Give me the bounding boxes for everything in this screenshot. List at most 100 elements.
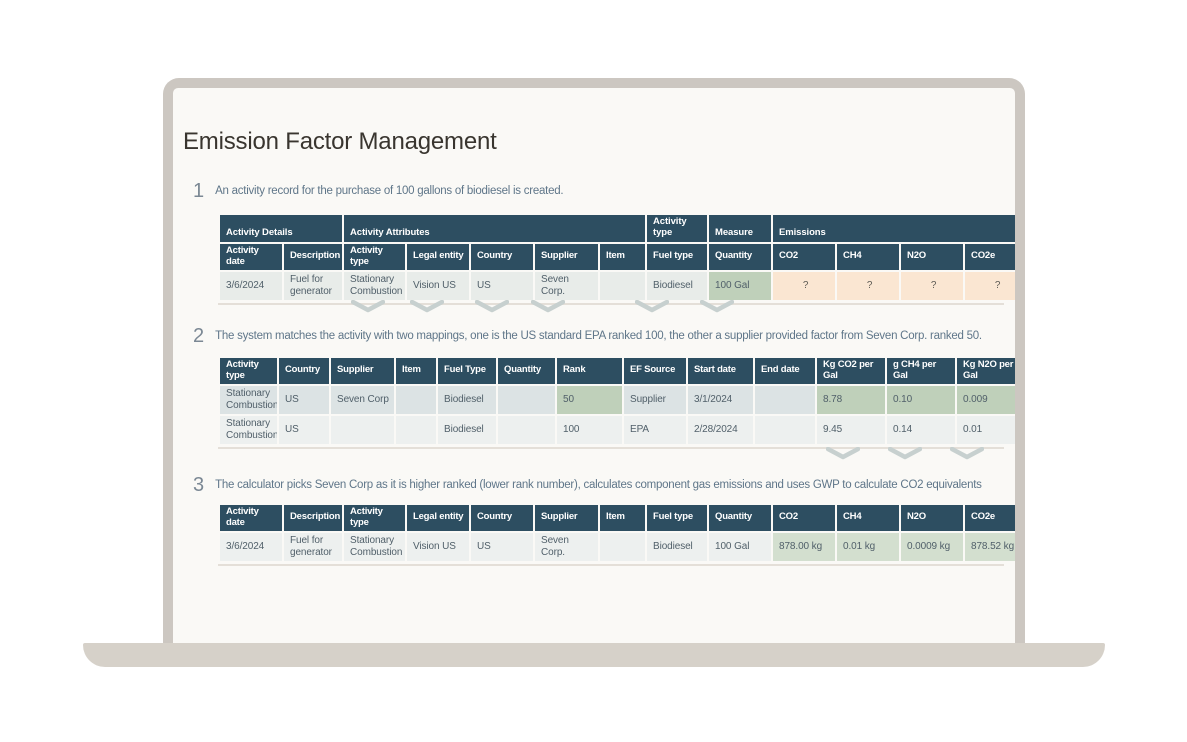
data-cell: Vision US — [407, 271, 470, 300]
chevron-down-icon — [410, 300, 444, 313]
data-cell: 9.45 — [817, 415, 885, 444]
col-header: Fuel type — [647, 505, 707, 531]
data-cell: Vision US — [407, 532, 469, 561]
activity-record-table: Activity Details Activity Attributes Act… — [218, 213, 1015, 302]
emission-result-cell: 878.52 kg — [965, 532, 1015, 561]
table-row: 3/6/2024 Fuel for generator Stationary C… — [220, 532, 1015, 561]
col-header: Supplier — [535, 243, 599, 270]
calculated-emissions-table-wrapper: Activity date Description Activity type … — [218, 503, 1015, 566]
step-1-text: An activity record for the purchase of 1… — [215, 185, 564, 197]
step-2-text: The system matches the activity with two… — [215, 330, 982, 342]
chevron-down-icon — [351, 300, 385, 313]
col-header: N2O — [901, 243, 964, 270]
data-cell: Seven Corp. — [535, 532, 598, 561]
chevron-down-icon — [475, 300, 509, 313]
data-cell — [755, 415, 815, 444]
emission-unknown-cell: ? — [773, 271, 836, 300]
page-title: Emission Factor Management — [183, 128, 497, 155]
data-cell — [600, 271, 646, 300]
data-cell: EPA — [624, 415, 686, 444]
col-header: CO2e — [965, 505, 1015, 531]
column-header-row: Activity date Description Activity type … — [220, 505, 1015, 531]
col-header: Supplier — [535, 505, 598, 531]
data-cell — [498, 415, 555, 444]
data-cell: 3/1/2024 — [688, 385, 753, 414]
col-header: CO2e — [965, 243, 1015, 270]
emission-result-cell: 0.01 kg — [837, 532, 899, 561]
col-header: Quantity — [709, 505, 771, 531]
data-cell: 0.01 — [957, 415, 1015, 444]
col-header: Quantity — [498, 358, 555, 384]
laptop-base — [83, 643, 1105, 667]
data-cell: 3/6/2024 — [220, 532, 282, 561]
col-header: Kg CO2 per Gal — [817, 358, 885, 384]
data-cell: Biodiesel — [647, 271, 708, 300]
col-header: Activity type — [344, 505, 405, 531]
table-row: 3/6/2024 Fuel for generator Stationary C… — [220, 271, 1015, 300]
data-cell — [396, 415, 436, 444]
step-3: 3 The calculator picks Seven Corp as it … — [193, 475, 982, 495]
data-cell: US — [471, 532, 533, 561]
ef-mapping-table-wrapper: Activity type Country Supplier Item Fuel… — [218, 356, 1015, 449]
chevron-down-icon — [700, 300, 734, 313]
data-cell: Fuel for generator — [284, 532, 342, 561]
data-cell: Fuel for generator — [284, 271, 343, 300]
data-cell: 0.14 — [887, 415, 955, 444]
col-header: CH4 — [837, 505, 899, 531]
data-cell: Biodiesel — [438, 415, 496, 444]
col-header: Item — [600, 505, 645, 531]
rank-highlight-cell: 50 — [557, 385, 622, 414]
col-header: Quantity — [709, 243, 772, 270]
emission-result-cell: 0.0009 kg — [901, 532, 963, 561]
column-header-row: Activity type Country Supplier Item Fuel… — [220, 358, 1015, 384]
factor-highlight-cell: 0.009 — [957, 385, 1015, 414]
chevron-down-icon — [635, 300, 669, 313]
group-header-measure: Measure — [709, 215, 772, 242]
column-header-row: Activity date Description Activity type … — [220, 243, 1015, 270]
col-header: CO2 — [773, 505, 835, 531]
step-2: 2 The system matches the activity with t… — [193, 325, 982, 347]
data-cell: 2/28/2024 — [688, 415, 753, 444]
data-cell: Stationary Combustion — [344, 271, 406, 300]
col-header: Fuel Type — [438, 358, 496, 384]
step-1-number: 1 — [193, 180, 205, 202]
data-cell: 3/6/2024 — [220, 271, 282, 300]
chevron-down-icon — [888, 447, 922, 460]
data-cell: US — [471, 271, 534, 300]
activity-record-table-wrapper: Activity Details Activity Attributes Act… — [218, 213, 1015, 305]
col-header: Fuel type — [647, 243, 708, 270]
group-header-emissions: Emissions — [773, 215, 1015, 242]
col-header: Activity type — [220, 358, 277, 384]
col-header: Activity date — [220, 243, 282, 270]
group-header-activity-details: Activity Details — [220, 215, 343, 242]
step-3-text: The calculator picks Seven Corp as it is… — [215, 479, 982, 491]
data-cell — [755, 385, 815, 414]
col-header: Kg N2O per Gal — [957, 358, 1015, 384]
col-header: EF Source — [624, 358, 686, 384]
col-header: Legal entity — [407, 243, 470, 270]
data-cell — [331, 415, 394, 444]
col-header: Legal entity — [407, 505, 469, 531]
emission-result-cell: 878.00 kg — [773, 532, 835, 561]
data-cell: US — [279, 415, 329, 444]
step-2-number: 2 — [193, 325, 205, 347]
step-1: 1 An activity record for the purchase of… — [193, 180, 564, 202]
col-header: CH4 — [837, 243, 900, 270]
data-cell: Stationary Combustion — [344, 532, 405, 561]
col-header: g CH4 per Gal — [887, 358, 955, 384]
ef-mapping-table: Activity type Country Supplier Item Fuel… — [218, 356, 1015, 446]
data-cell: Supplier — [624, 385, 686, 414]
col-header: End date — [755, 358, 815, 384]
col-header: Start date — [688, 358, 753, 384]
quantity-highlight-cell: 100 Gal — [709, 271, 772, 300]
col-header: Activity date — [220, 505, 282, 531]
data-cell: Stationary Combustion — [220, 385, 277, 414]
factor-highlight-cell: 8.78 — [817, 385, 885, 414]
col-header: Description — [284, 243, 343, 270]
group-header-row: Activity Details Activity Attributes Act… — [220, 215, 1015, 242]
data-cell — [396, 385, 436, 414]
data-cell: Stationary Combustion — [220, 415, 277, 444]
col-header: Country — [279, 358, 329, 384]
col-header: CO2 — [773, 243, 836, 270]
data-cell — [498, 385, 555, 414]
